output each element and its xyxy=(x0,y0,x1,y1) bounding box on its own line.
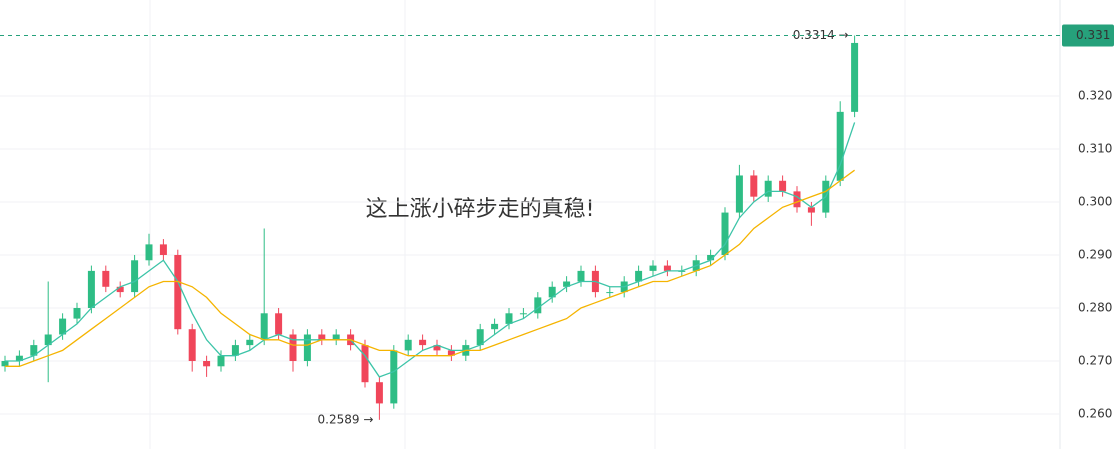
candle-body xyxy=(779,180,787,192)
candle-body xyxy=(174,254,182,330)
candle-body xyxy=(390,350,398,404)
candle-body xyxy=(332,334,340,340)
last-price-tag xyxy=(1062,24,1114,47)
candle-body xyxy=(188,329,196,362)
y-tick-label: 0.260 xyxy=(1078,407,1112,421)
candle-body xyxy=(275,313,283,335)
candle-body xyxy=(764,180,772,197)
candle-body xyxy=(289,334,297,362)
candle-body xyxy=(649,265,657,271)
candle-body xyxy=(145,244,153,261)
candle-body xyxy=(361,345,369,383)
candle-body xyxy=(505,313,513,324)
candle-body xyxy=(534,297,542,314)
low-annotation: 0.2589 → xyxy=(318,412,374,426)
y-tick-label: 0.290 xyxy=(1078,247,1112,261)
y-tick-label: 0.270 xyxy=(1078,354,1112,368)
candle-body xyxy=(87,270,95,308)
candle-body xyxy=(375,382,383,404)
candle-body xyxy=(635,270,643,282)
candle-body xyxy=(203,361,211,367)
candle-body xyxy=(519,313,527,315)
candle-body xyxy=(159,244,167,255)
candle-body xyxy=(577,270,585,282)
candle-body xyxy=(563,281,571,287)
candle-body xyxy=(217,355,225,367)
y-tick-label: 0.320 xyxy=(1078,88,1112,102)
y-tick-label: 0.280 xyxy=(1078,300,1112,314)
candle-body xyxy=(750,175,758,197)
candle-body xyxy=(102,270,110,287)
chart-title: 这上涨小碎步走的真稳! xyxy=(366,197,595,222)
candle-body xyxy=(663,265,671,271)
candle-body xyxy=(735,175,743,213)
candle-body xyxy=(836,111,844,181)
candle-body xyxy=(606,292,614,294)
candle-body xyxy=(807,207,815,213)
candle-body xyxy=(419,339,427,346)
candle-body xyxy=(303,334,311,362)
high-annotation: 0.3314 → xyxy=(793,28,849,42)
last-price-label: 0.331 xyxy=(1076,28,1110,42)
candle-body xyxy=(260,313,268,340)
candle-body xyxy=(476,329,484,346)
candle-body xyxy=(793,191,801,208)
candle-body xyxy=(851,42,859,112)
candle-body xyxy=(548,286,556,298)
y-tick-label: 0.310 xyxy=(1078,141,1112,155)
candle-body xyxy=(246,339,254,346)
candle-body xyxy=(433,345,441,351)
moving-average xyxy=(5,169,855,367)
candle-body xyxy=(15,355,23,362)
candle-body xyxy=(73,307,81,319)
candle-body xyxy=(721,212,729,255)
y-tick-label: 0.300 xyxy=(1078,194,1112,208)
candle-body xyxy=(1,361,9,367)
candle-body xyxy=(318,334,326,340)
candle-body xyxy=(59,318,67,335)
candle-body xyxy=(231,345,239,356)
candle-body xyxy=(491,323,499,330)
candle-body xyxy=(404,339,412,351)
candle-body xyxy=(44,334,52,346)
candle-body xyxy=(707,254,715,261)
candle-body xyxy=(131,260,139,293)
candle-body xyxy=(116,286,124,293)
candle-body xyxy=(30,345,38,356)
candle-body xyxy=(447,350,455,356)
moving-average xyxy=(5,122,856,378)
